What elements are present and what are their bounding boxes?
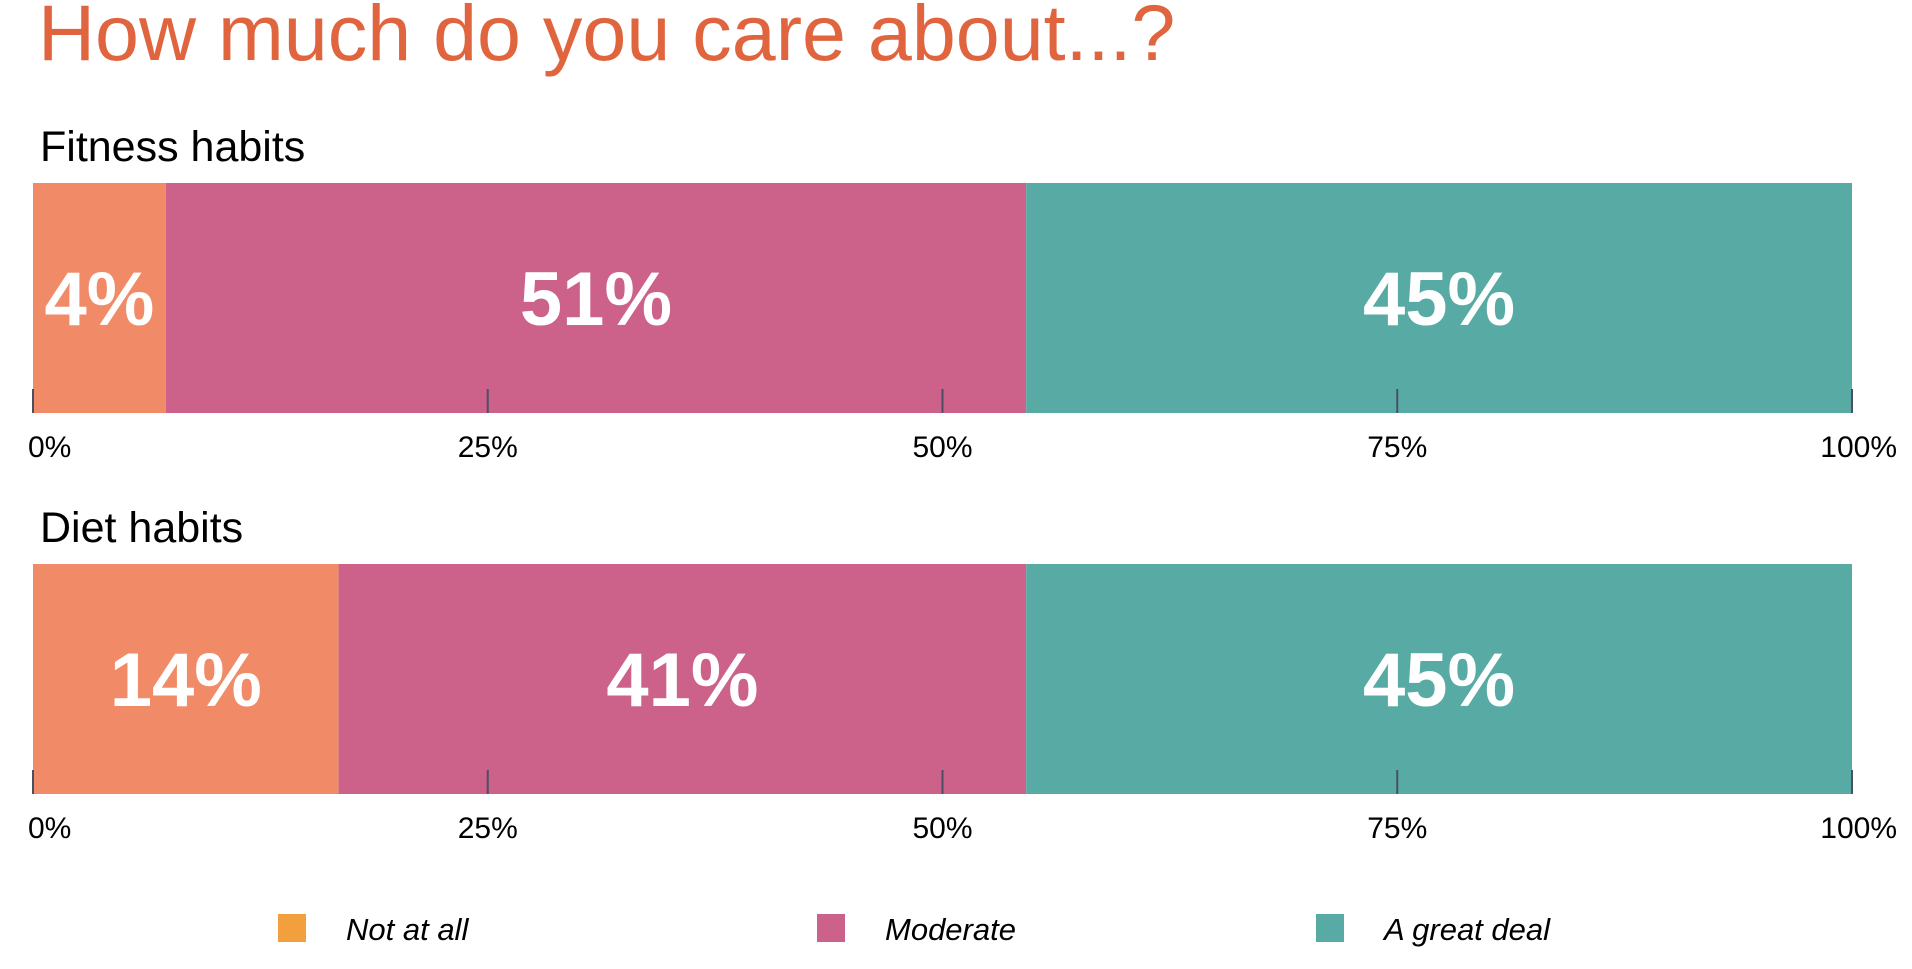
data-label: 4% — [44, 257, 154, 342]
data-label: 45% — [1363, 257, 1515, 342]
data-label: 14% — [110, 638, 262, 723]
legend-label: A great deal — [1382, 912, 1551, 947]
x-tick-label: 0% — [28, 431, 71, 464]
bar-segment — [33, 183, 166, 413]
data-label: 45% — [1363, 638, 1515, 723]
legend-swatch — [1316, 914, 1344, 942]
bar-segment — [1026, 564, 1852, 794]
legend-label: Moderate — [885, 912, 1016, 947]
legend-item: A great deal — [1316, 912, 1551, 947]
x-tick-label: 0% — [28, 812, 71, 845]
legend-item: Moderate — [817, 912, 1016, 947]
panel-0: Fitness habits 4% 51% 45% 0% 25% 50% 75% 100% — [28, 123, 1897, 464]
x-tick-label: 75% — [1367, 812, 1427, 845]
legend-item: Not at all — [278, 912, 469, 947]
legend-label: Not at all — [346, 912, 469, 947]
legend: Not at all Moderate A great deal — [278, 912, 1551, 947]
bar-segment — [33, 564, 339, 794]
x-tick-label: 25% — [458, 812, 518, 845]
panel-title: Fitness habits — [40, 123, 305, 171]
chart-title: How much do you care about...? — [38, 0, 1175, 77]
bar-segment — [338, 564, 1027, 794]
bar-segment — [1026, 183, 1852, 413]
data-label: 41% — [606, 638, 758, 723]
panel-title: Diet habits — [40, 504, 243, 552]
x-tick-label: 50% — [912, 431, 972, 464]
x-tick-label: 75% — [1367, 431, 1427, 464]
legend-swatch — [817, 914, 845, 942]
x-tick-label: 50% — [912, 812, 972, 845]
data-label: 51% — [520, 257, 672, 342]
x-tick-label: 25% — [458, 431, 518, 464]
bar-segment — [165, 183, 1027, 413]
panel-1: Diet habits 14% 41% 45% 0% 25% 50% 75% 100% — [28, 504, 1897, 845]
x-tick-label: 100% — [1820, 812, 1897, 845]
x-tick-label: 100% — [1820, 431, 1897, 464]
legend-swatch — [278, 914, 306, 942]
